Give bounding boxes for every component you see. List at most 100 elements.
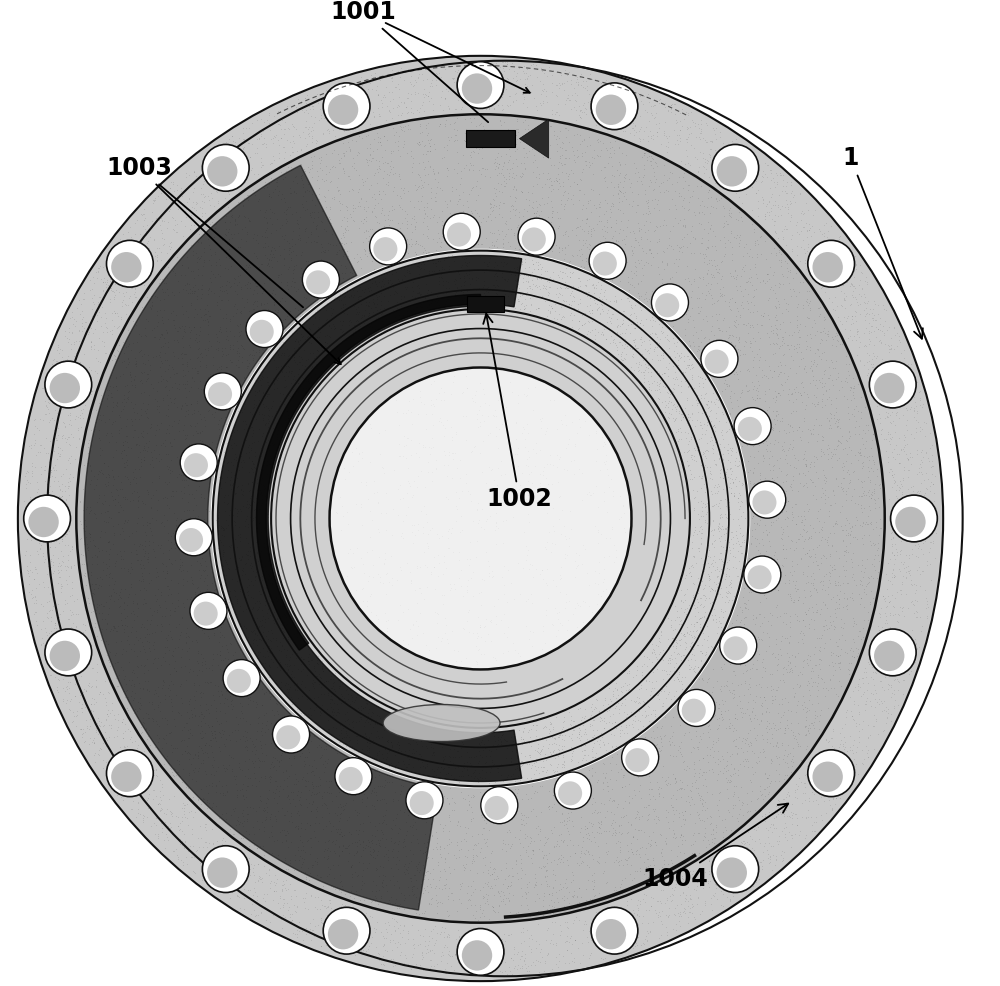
Point [336, 123, 352, 139]
Point [813, 532, 829, 548]
Point [495, 798, 511, 813]
Point [175, 376, 191, 391]
Point [268, 695, 284, 711]
Point [187, 361, 203, 377]
Point [295, 734, 311, 749]
Point [189, 452, 205, 467]
Point [791, 613, 807, 629]
Point [431, 792, 447, 808]
Point [375, 808, 391, 823]
Point [554, 889, 570, 905]
Point [70, 409, 86, 425]
Point [719, 781, 735, 797]
Point [186, 491, 202, 507]
Point [716, 656, 732, 671]
Point [710, 569, 726, 585]
Point [485, 756, 501, 772]
Point [797, 358, 813, 374]
Point [140, 551, 156, 567]
Point [298, 234, 314, 249]
Point [258, 574, 274, 590]
Point [61, 416, 77, 432]
Point [89, 715, 105, 731]
Point [106, 576, 122, 592]
Point [161, 550, 177, 566]
Point [759, 718, 775, 734]
Point [354, 874, 370, 889]
Point [686, 503, 702, 519]
Point [486, 155, 502, 171]
Point [488, 515, 504, 530]
Point [175, 578, 191, 594]
Point [585, 919, 601, 935]
Point [260, 623, 276, 639]
Point [705, 709, 721, 725]
Point [872, 480, 888, 496]
Point [400, 105, 416, 120]
Point [239, 294, 255, 310]
Point [336, 148, 352, 164]
Point [631, 765, 647, 781]
Point [129, 546, 145, 562]
Point [440, 539, 456, 555]
Point [625, 332, 641, 348]
Point [467, 836, 483, 852]
Point [647, 109, 663, 125]
Point [782, 361, 798, 377]
Point [508, 73, 524, 89]
Point [633, 222, 649, 238]
Point [323, 215, 339, 231]
Point [113, 420, 129, 436]
Point [517, 121, 533, 137]
Point [516, 141, 532, 157]
Point [35, 490, 51, 506]
Point [586, 701, 602, 717]
Point [902, 450, 918, 465]
Point [811, 348, 827, 364]
Point [720, 217, 736, 233]
Point [215, 653, 231, 669]
Point [600, 909, 616, 925]
Point [745, 700, 761, 716]
Point [332, 781, 348, 797]
Point [893, 554, 909, 570]
Point [382, 934, 398, 950]
Point [749, 652, 765, 668]
Point [616, 113, 632, 129]
Point [287, 903, 303, 919]
Point [176, 472, 192, 488]
Point [339, 704, 355, 720]
Point [733, 283, 749, 299]
Point [445, 70, 461, 86]
Point [507, 301, 523, 317]
Point [618, 929, 634, 945]
Point [564, 265, 580, 281]
Point [877, 621, 893, 637]
Point [325, 85, 341, 101]
Point [913, 444, 929, 459]
Point [765, 838, 781, 854]
Point [342, 142, 358, 158]
Point [207, 730, 223, 745]
Point [631, 238, 647, 253]
Point [677, 628, 693, 644]
Point [280, 416, 296, 432]
Point [697, 825, 713, 841]
Point [40, 391, 56, 407]
Point [261, 380, 277, 395]
Point [568, 227, 584, 243]
Point [680, 357, 696, 373]
Point [182, 330, 198, 346]
Point [622, 308, 638, 323]
Point [219, 556, 235, 572]
Point [705, 825, 721, 841]
Point [102, 378, 118, 393]
Point [547, 750, 563, 766]
Point [338, 143, 354, 159]
Point [775, 540, 791, 556]
Point [136, 364, 152, 380]
Point [578, 916, 594, 932]
Point [643, 898, 659, 914]
Point [747, 694, 763, 710]
Point [549, 605, 565, 621]
